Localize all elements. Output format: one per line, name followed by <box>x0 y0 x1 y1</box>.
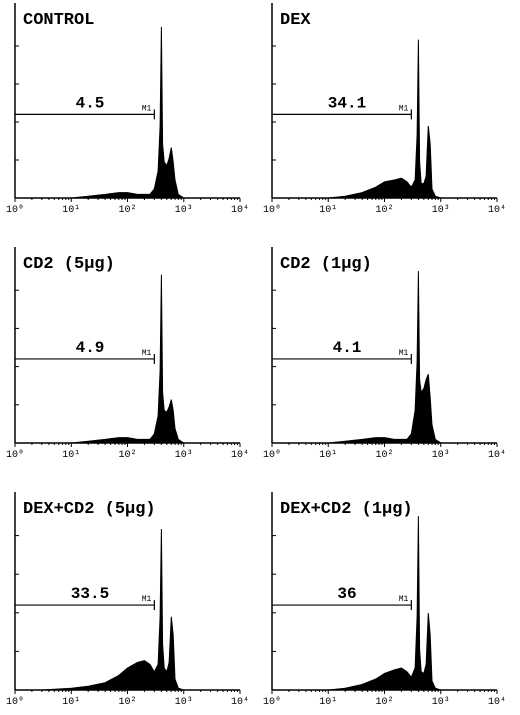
x-tick-label: 10⁰ <box>6 696 24 708</box>
x-tick-label: 10⁰ <box>6 204 24 216</box>
marker-label: M1 <box>399 349 409 358</box>
x-tick-label: 10⁴ <box>488 449 506 461</box>
x-tick-label: 10⁴ <box>488 696 506 708</box>
x-tick-label: 10² <box>375 450 393 461</box>
marker-label: M1 <box>399 104 409 113</box>
x-tick-label: 10⁴ <box>231 696 249 708</box>
x-tick-label: 10⁰ <box>263 696 281 708</box>
x-tick-label: 10³ <box>432 450 450 461</box>
marker-label: M1 <box>142 349 152 358</box>
histogram <box>272 39 497 199</box>
marker-percent: 33.5 <box>71 585 109 603</box>
panel-title: CONTROL <box>23 11 94 30</box>
histogram <box>272 516 497 691</box>
x-tick-label: 10⁴ <box>231 204 249 216</box>
x-tick-label: 10³ <box>432 205 450 216</box>
x-tick-label: 10⁰ <box>263 449 281 461</box>
x-tick-label: 10² <box>118 697 136 708</box>
panel-title: CD2 (1μg) <box>280 255 372 274</box>
x-tick-label: 10¹ <box>319 697 337 708</box>
x-tick-label: 10⁴ <box>488 204 506 216</box>
x-tick-label: 10⁰ <box>6 449 24 461</box>
x-tick-label: 10² <box>375 205 393 216</box>
x-tick-label: 10⁴ <box>231 449 249 461</box>
panel-title: CD2 (5μg) <box>23 255 115 274</box>
x-tick-label: 10³ <box>175 205 193 216</box>
x-tick-label: 10³ <box>175 450 193 461</box>
x-tick-label: 10³ <box>432 697 450 708</box>
x-tick-label: 10¹ <box>62 697 80 708</box>
x-tick-label: 10¹ <box>62 205 80 216</box>
marker-percent: 34.1 <box>328 94 366 112</box>
marker-percent: 4.9 <box>76 339 105 357</box>
marker-percent: 4.1 <box>333 339 362 357</box>
panel-title: DEX+CD2 (1μg) <box>280 500 413 519</box>
x-tick-label: 10² <box>118 205 136 216</box>
histogram <box>15 26 240 199</box>
x-tick-label: 10¹ <box>319 450 337 461</box>
marker-label: M1 <box>142 595 152 604</box>
x-tick-label: 10² <box>375 697 393 708</box>
x-tick-label: 10³ <box>175 697 193 708</box>
panel-title: DEX <box>280 11 311 30</box>
histogram <box>272 271 497 444</box>
x-tick-label: 10² <box>118 450 136 461</box>
panel-title: DEX+CD2 (5μg) <box>23 500 156 519</box>
marker-percent: 4.5 <box>76 94 105 112</box>
marker-percent: 36 <box>337 585 356 603</box>
x-tick-label: 10¹ <box>319 205 337 216</box>
marker-label: M1 <box>399 595 409 604</box>
marker-label: M1 <box>142 104 152 113</box>
x-tick-label: 10¹ <box>62 450 80 461</box>
histogram <box>15 274 240 444</box>
histogram <box>15 528 240 691</box>
x-tick-label: 10⁰ <box>263 204 281 216</box>
